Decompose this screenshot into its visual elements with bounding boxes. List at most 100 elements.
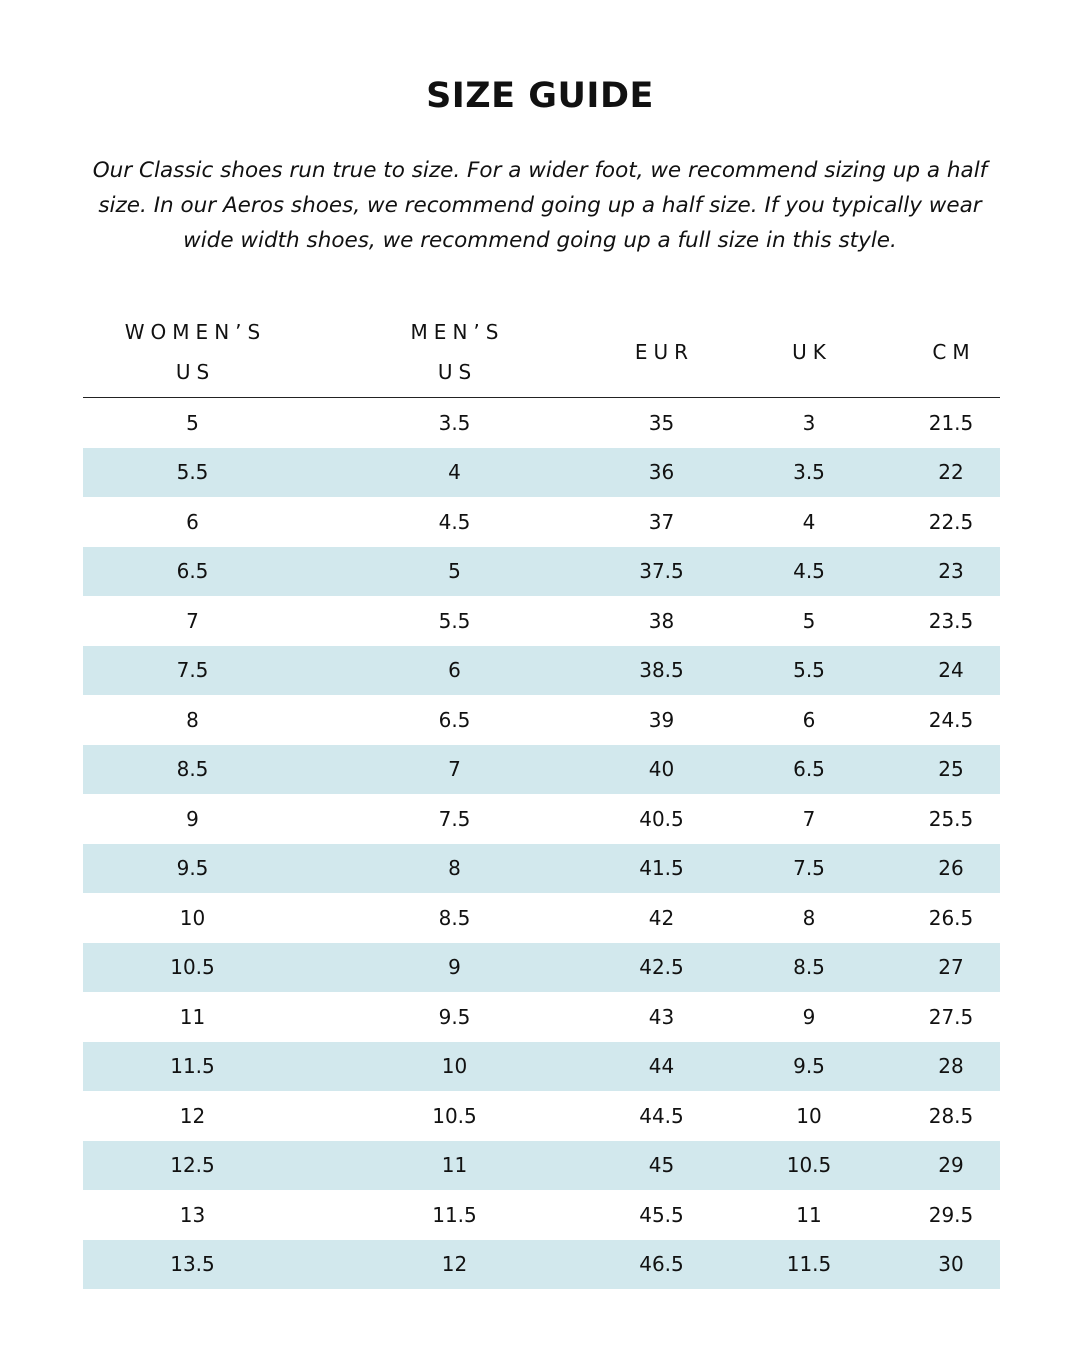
sizing-note: Our Classic shoes run true to size. For … bbox=[92, 158, 988, 253]
table-row: 7.5 6 38.5 5.5 24 bbox=[83, 645, 1000, 695]
size-cell-mens-us: 10 bbox=[302, 1041, 607, 1091]
column-header-label: EUR bbox=[634, 339, 695, 364]
page-title: SIZE GUIDE bbox=[426, 76, 654, 116]
size-cell-womens-us: 8 bbox=[186, 707, 199, 732]
size-cell-uk: 7 bbox=[802, 806, 816, 831]
size-cell-womens-us: 8.5 bbox=[83, 744, 302, 794]
size-cell-womens-us: 9 bbox=[186, 806, 199, 831]
size-cell-womens-us: 5.5 bbox=[83, 447, 302, 497]
size-cell-mens-us: 8.5 bbox=[438, 905, 471, 930]
header-row: WOMEN’S US MEN’S US EUR UK CM bbox=[83, 306, 1000, 398]
size-cell-uk: 11.5 bbox=[716, 1239, 902, 1289]
size-cell-uk: 3 bbox=[802, 410, 816, 435]
size-table-header: WOMEN’S US MEN’S US EUR UK CM bbox=[83, 306, 1000, 398]
size-cell-eur: 46.5 bbox=[607, 1239, 716, 1289]
column-header-label: WOMEN’S bbox=[124, 319, 267, 344]
size-cell-cm: 27.5 bbox=[928, 1004, 974, 1029]
size-cell-womens-us: 7.5 bbox=[83, 645, 302, 695]
size-table-container: WOMEN’S US MEN’S US EUR UK CM 5 3.5 35 3 21.5 5.5 4 3… bbox=[83, 306, 1000, 1289]
size-cell-uk: 8 bbox=[802, 905, 816, 930]
table-row: 12 10.5 44.5 10 28.5 bbox=[83, 1091, 1000, 1141]
size-cell-womens-us: 12 bbox=[179, 1103, 206, 1128]
size-cell-mens-us: 3.5 bbox=[438, 410, 471, 435]
size-cell-cm: 28 bbox=[902, 1041, 1000, 1091]
size-cell-mens-us: 4.5 bbox=[438, 509, 471, 534]
size-cell-mens-us: 4 bbox=[302, 447, 607, 497]
table-row: 5.5 4 36 3.5 22 bbox=[83, 447, 1000, 497]
size-cell-uk: 8.5 bbox=[716, 942, 902, 992]
size-cell-uk: 3.5 bbox=[716, 447, 902, 497]
column-header-womens-us: WOMEN’S US bbox=[83, 306, 302, 398]
size-cell-cm: 21.5 bbox=[928, 410, 974, 435]
size-cell-mens-us: 11.5 bbox=[432, 1202, 477, 1227]
size-cell-cm: 29 bbox=[902, 1140, 1000, 1190]
size-cell-mens-us: 11 bbox=[302, 1140, 607, 1190]
size-cell-mens-us: 5 bbox=[302, 546, 607, 596]
size-cell-eur: 45 bbox=[607, 1140, 716, 1190]
size-cell-mens-us: 6.5 bbox=[438, 707, 471, 732]
size-cell-eur: 44.5 bbox=[639, 1103, 684, 1128]
column-header-cm: CM bbox=[902, 306, 1000, 398]
table-row: 8 6.5 39 6 24.5 bbox=[83, 695, 1000, 745]
size-cell-cm: 30 bbox=[902, 1239, 1000, 1289]
size-cell-mens-us: 12 bbox=[302, 1239, 607, 1289]
size-cell-cm: 23 bbox=[902, 546, 1000, 596]
size-cell-womens-us: 13 bbox=[179, 1202, 206, 1227]
column-header-uk: UK bbox=[716, 306, 902, 398]
table-row: 13.5 12 46.5 11.5 30 bbox=[83, 1239, 1000, 1289]
table-row: 8.5 7 40 6.5 25 bbox=[83, 744, 1000, 794]
size-cell-eur: 36 bbox=[607, 447, 716, 497]
size-cell-uk: 10 bbox=[796, 1103, 822, 1128]
size-cell-cm: 27 bbox=[902, 942, 1000, 992]
size-cell-eur: 40.5 bbox=[639, 806, 684, 831]
table-row: 10 8.5 42 8 26.5 bbox=[83, 893, 1000, 943]
size-cell-mens-us: 7 bbox=[302, 744, 607, 794]
size-cell-mens-us: 6 bbox=[302, 645, 607, 695]
size-cell-eur: 42.5 bbox=[607, 942, 716, 992]
size-cell-cm: 22 bbox=[902, 447, 1000, 497]
size-cell-womens-us: 6 bbox=[186, 509, 199, 534]
column-header-label: UK bbox=[792, 339, 832, 364]
size-cell-eur: 44 bbox=[607, 1041, 716, 1091]
size-cell-womens-us: 10 bbox=[179, 905, 206, 930]
size-cell-womens-us: 9.5 bbox=[83, 843, 302, 893]
size-cell-eur: 38 bbox=[648, 608, 675, 633]
size-cell-uk: 9 bbox=[802, 1004, 816, 1029]
table-row: 9 7.5 40.5 7 25.5 bbox=[83, 794, 1000, 844]
column-header-mens-us: MEN’S US bbox=[302, 306, 607, 398]
size-cell-uk: 10.5 bbox=[716, 1140, 902, 1190]
table-row: 6.5 5 37.5 4.5 23 bbox=[83, 546, 1000, 596]
table-row: 13 11.5 45.5 11 29.5 bbox=[83, 1190, 1000, 1240]
size-cell-uk: 7.5 bbox=[716, 843, 902, 893]
table-row: 11 9.5 43 9 27.5 bbox=[83, 992, 1000, 1042]
size-cell-eur: 35 bbox=[648, 410, 675, 435]
size-cell-cm: 24.5 bbox=[928, 707, 974, 732]
size-cell-womens-us: 11 bbox=[179, 1004, 206, 1029]
size-cell-cm: 24 bbox=[902, 645, 1000, 695]
size-cell-eur: 42 bbox=[648, 905, 675, 930]
size-cell-eur: 37 bbox=[648, 509, 675, 534]
size-cell-mens-us: 9.5 bbox=[438, 1004, 471, 1029]
size-cell-cm: 25.5 bbox=[928, 806, 974, 831]
table-row: 12.5 11 45 10.5 29 bbox=[83, 1140, 1000, 1190]
size-cell-womens-us: 12.5 bbox=[83, 1140, 302, 1190]
column-header-eur: EUR bbox=[607, 306, 716, 398]
size-cell-mens-us: 9 bbox=[302, 942, 607, 992]
size-cell-mens-us: 5.5 bbox=[438, 608, 471, 633]
size-cell-womens-us: 13.5 bbox=[83, 1239, 302, 1289]
size-cell-cm: 26.5 bbox=[928, 905, 974, 930]
size-cell-eur: 37.5 bbox=[607, 546, 716, 596]
size-cell-eur: 40 bbox=[607, 744, 716, 794]
size-cell-eur: 41.5 bbox=[607, 843, 716, 893]
size-cell-mens-us: 10.5 bbox=[432, 1103, 477, 1128]
table-row: 10.5 9 42.5 8.5 27 bbox=[83, 942, 1000, 992]
size-cell-uk: 5.5 bbox=[716, 645, 902, 695]
size-cell-womens-us: 11.5 bbox=[83, 1041, 302, 1091]
table-row: 5 3.5 35 3 21.5 bbox=[83, 398, 1000, 448]
size-cell-eur: 38.5 bbox=[607, 645, 716, 695]
size-cell-uk: 5 bbox=[802, 608, 816, 633]
size-cell-womens-us: 7 bbox=[186, 608, 199, 633]
column-header-label: US bbox=[175, 359, 216, 384]
size-cell-cm: 29.5 bbox=[928, 1202, 974, 1227]
size-cell-cm: 23.5 bbox=[928, 608, 974, 633]
